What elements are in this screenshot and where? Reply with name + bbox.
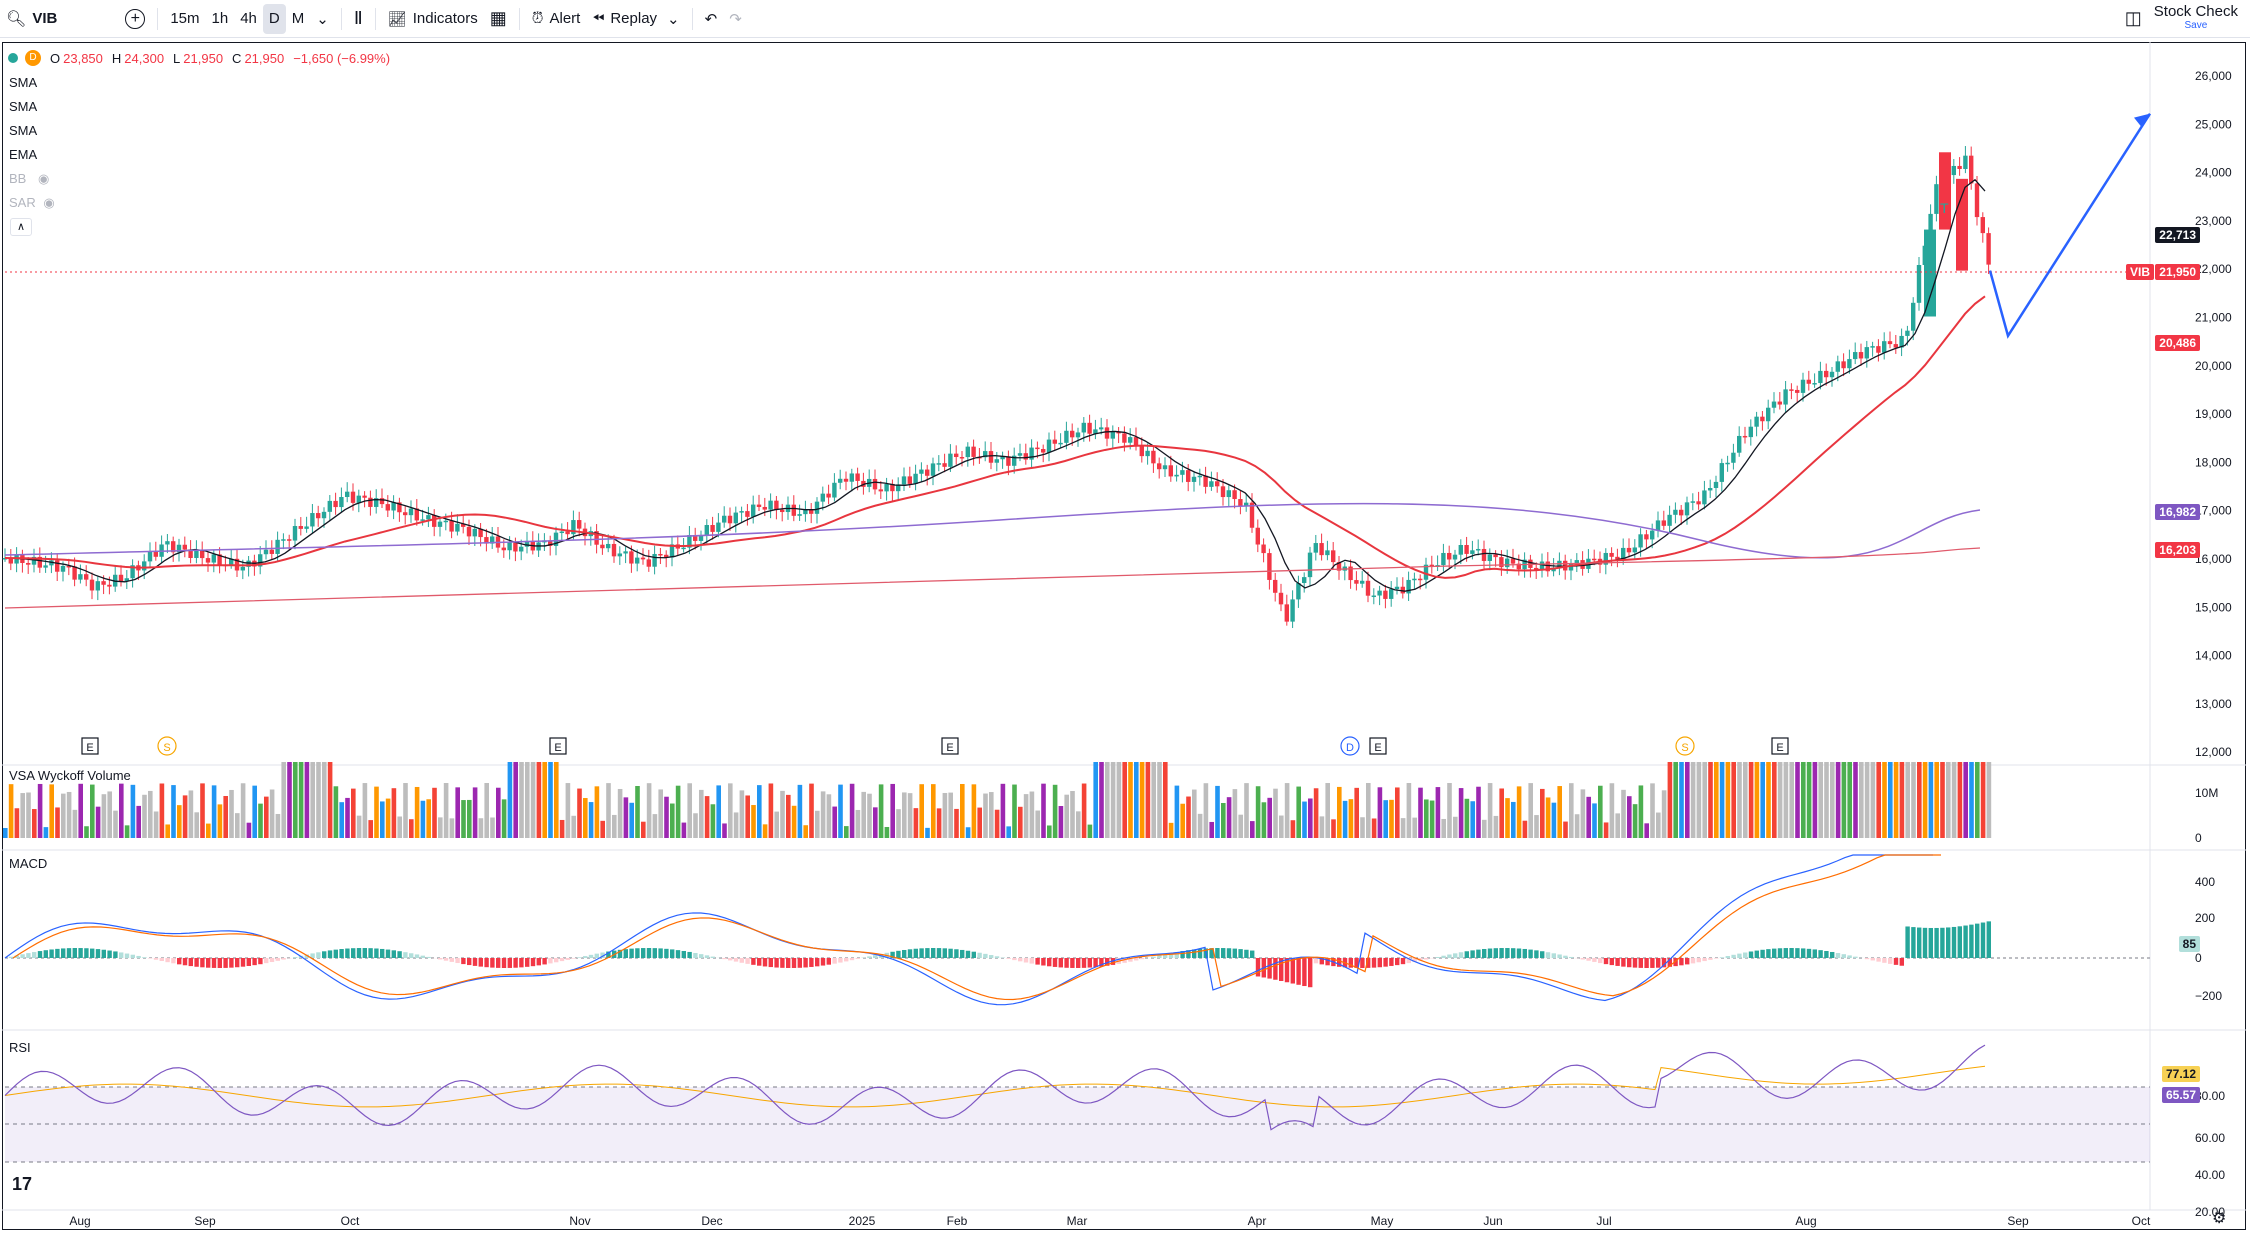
macd-pane-title: MACD [9,856,48,871]
layout-name-button[interactable]: Stock Check Save [2148,4,2250,34]
divider [340,7,342,30]
indicators-icon: 📈︎ [387,10,407,28]
close-value: 21,950 [244,50,285,66]
grid-icon: ▦ [489,8,507,28]
alert-button[interactable]: ⏰︎ Alert [526,4,587,34]
divider [374,7,376,30]
symbol-search[interactable]: 🔍︎ VIB [0,4,63,34]
chevron-down-icon: ⌄ [316,10,329,28]
eye-hidden-icon[interactable]: ◉ [43,195,55,210]
visibility-dot-icon[interactable] [8,53,18,63]
symbol-price-tag: VIB [2125,264,2154,280]
ohlc-legend: D O 23,850 H 24,300 L 21,950 C 21,950 −1,650… [8,50,390,66]
plus-circle-icon: + [125,8,146,29]
divider [518,7,520,30]
undo-button[interactable]: ↶ [699,4,724,34]
interval-m[interactable]: M [291,10,305,27]
last-price-tag: 21,950 [2155,264,2200,280]
indicator-sma-1[interactable]: SMA [9,75,38,90]
interval-dropdown[interactable]: ⌄ [310,4,335,34]
search-icon: 🔍︎ [6,10,27,28]
chart-area[interactable] [2,42,2246,1230]
divider [157,7,159,30]
settings-gear-icon[interactable]: ⚙ [2212,1210,2227,1227]
high-value: 24,300 [124,50,165,66]
replay-label: Replay [610,10,658,27]
indicators-label: Indicators [412,10,478,27]
save-label: Save [2184,19,2208,31]
sma-fast-price-tag: 22,713 [2155,227,2200,243]
indicator-sar[interactable]: SAR ◉ [9,195,55,211]
low-value: 21,950 [183,50,224,66]
replay-button[interactable]: ⏪︎ Replay ⌄ [586,4,685,34]
open-label: O [50,50,61,66]
indicator-sar-label: SAR [9,195,36,210]
ema200-price-tag: 16,203 [2155,542,2200,558]
volume-pane-title: VSA Wyckoff Volume [9,768,131,783]
tradingview-logo[interactable]: 17 [12,1174,33,1194]
sma20-price-tag: 20,486 [2155,335,2200,351]
interval-badge: D [25,50,41,66]
alarm-clock-icon: ⏰︎ [531,10,544,27]
interval-4h[interactable]: 4h [240,10,257,27]
rsi-value-tag: 65.57 [2161,1087,2200,1103]
eye-hidden-icon[interactable]: ◉ [37,171,50,186]
indicators-button[interactable]: 📈︎ Indicators [382,4,484,34]
divider [691,7,693,30]
chevron-up-icon: ∧ [16,221,26,233]
interval-1h[interactable]: 1h [211,10,229,27]
layout-name: Stock Check [2153,2,2238,20]
interval-15m[interactable]: 15m [170,10,200,27]
interval-d[interactable]: D [262,3,286,34]
indicator-ema[interactable]: EMA [9,147,38,162]
low-label: L [173,50,181,66]
add-symbol-button[interactable]: + [119,4,151,34]
sma100-price-tag: 16,982 [2155,504,2200,520]
chart-type-button[interactable]: Ⅱ [348,4,369,34]
candles-icon: Ⅱ [353,8,363,28]
rsi-pane-title: RSI [9,1040,31,1055]
top-toolbar: 🔍︎ VIB + 15m 1h 4h D M ⌄ Ⅱ 📈︎ Indicators… [0,0,2250,38]
indicator-sma-3[interactable]: SMA [9,123,38,138]
change-value: −1,650 (−6.99%) [293,50,391,66]
templates-button[interactable]: ▦ [484,4,513,34]
macd-hist-tag: 85 [2178,936,2200,952]
rewind-icon: ⏪︎ [592,10,605,27]
rsi-ma-tag: 77.12 [2161,1066,2200,1082]
alert-label: Alert [549,10,581,27]
collapse-legend-button[interactable]: ∧ [10,218,32,236]
open-value: 23,850 [63,50,103,66]
undo-icon: ↶ [704,10,718,28]
redo-icon: ↷ [729,10,742,28]
close-label: C [232,50,242,66]
chevron-down-icon: ⌄ [667,10,680,28]
indicator-sma-2[interactable]: SMA [9,99,38,114]
symbol-label: VIB [32,10,58,27]
indicator-bb-label: BB [9,171,27,186]
redo-button[interactable]: ↷ [723,4,748,34]
layout-columns-icon: ◫ [2124,8,2142,28]
layout-button[interactable]: ◫ [2119,4,2148,34]
high-label: H [111,50,122,66]
indicator-bb[interactable]: BB ◉ [9,171,49,187]
